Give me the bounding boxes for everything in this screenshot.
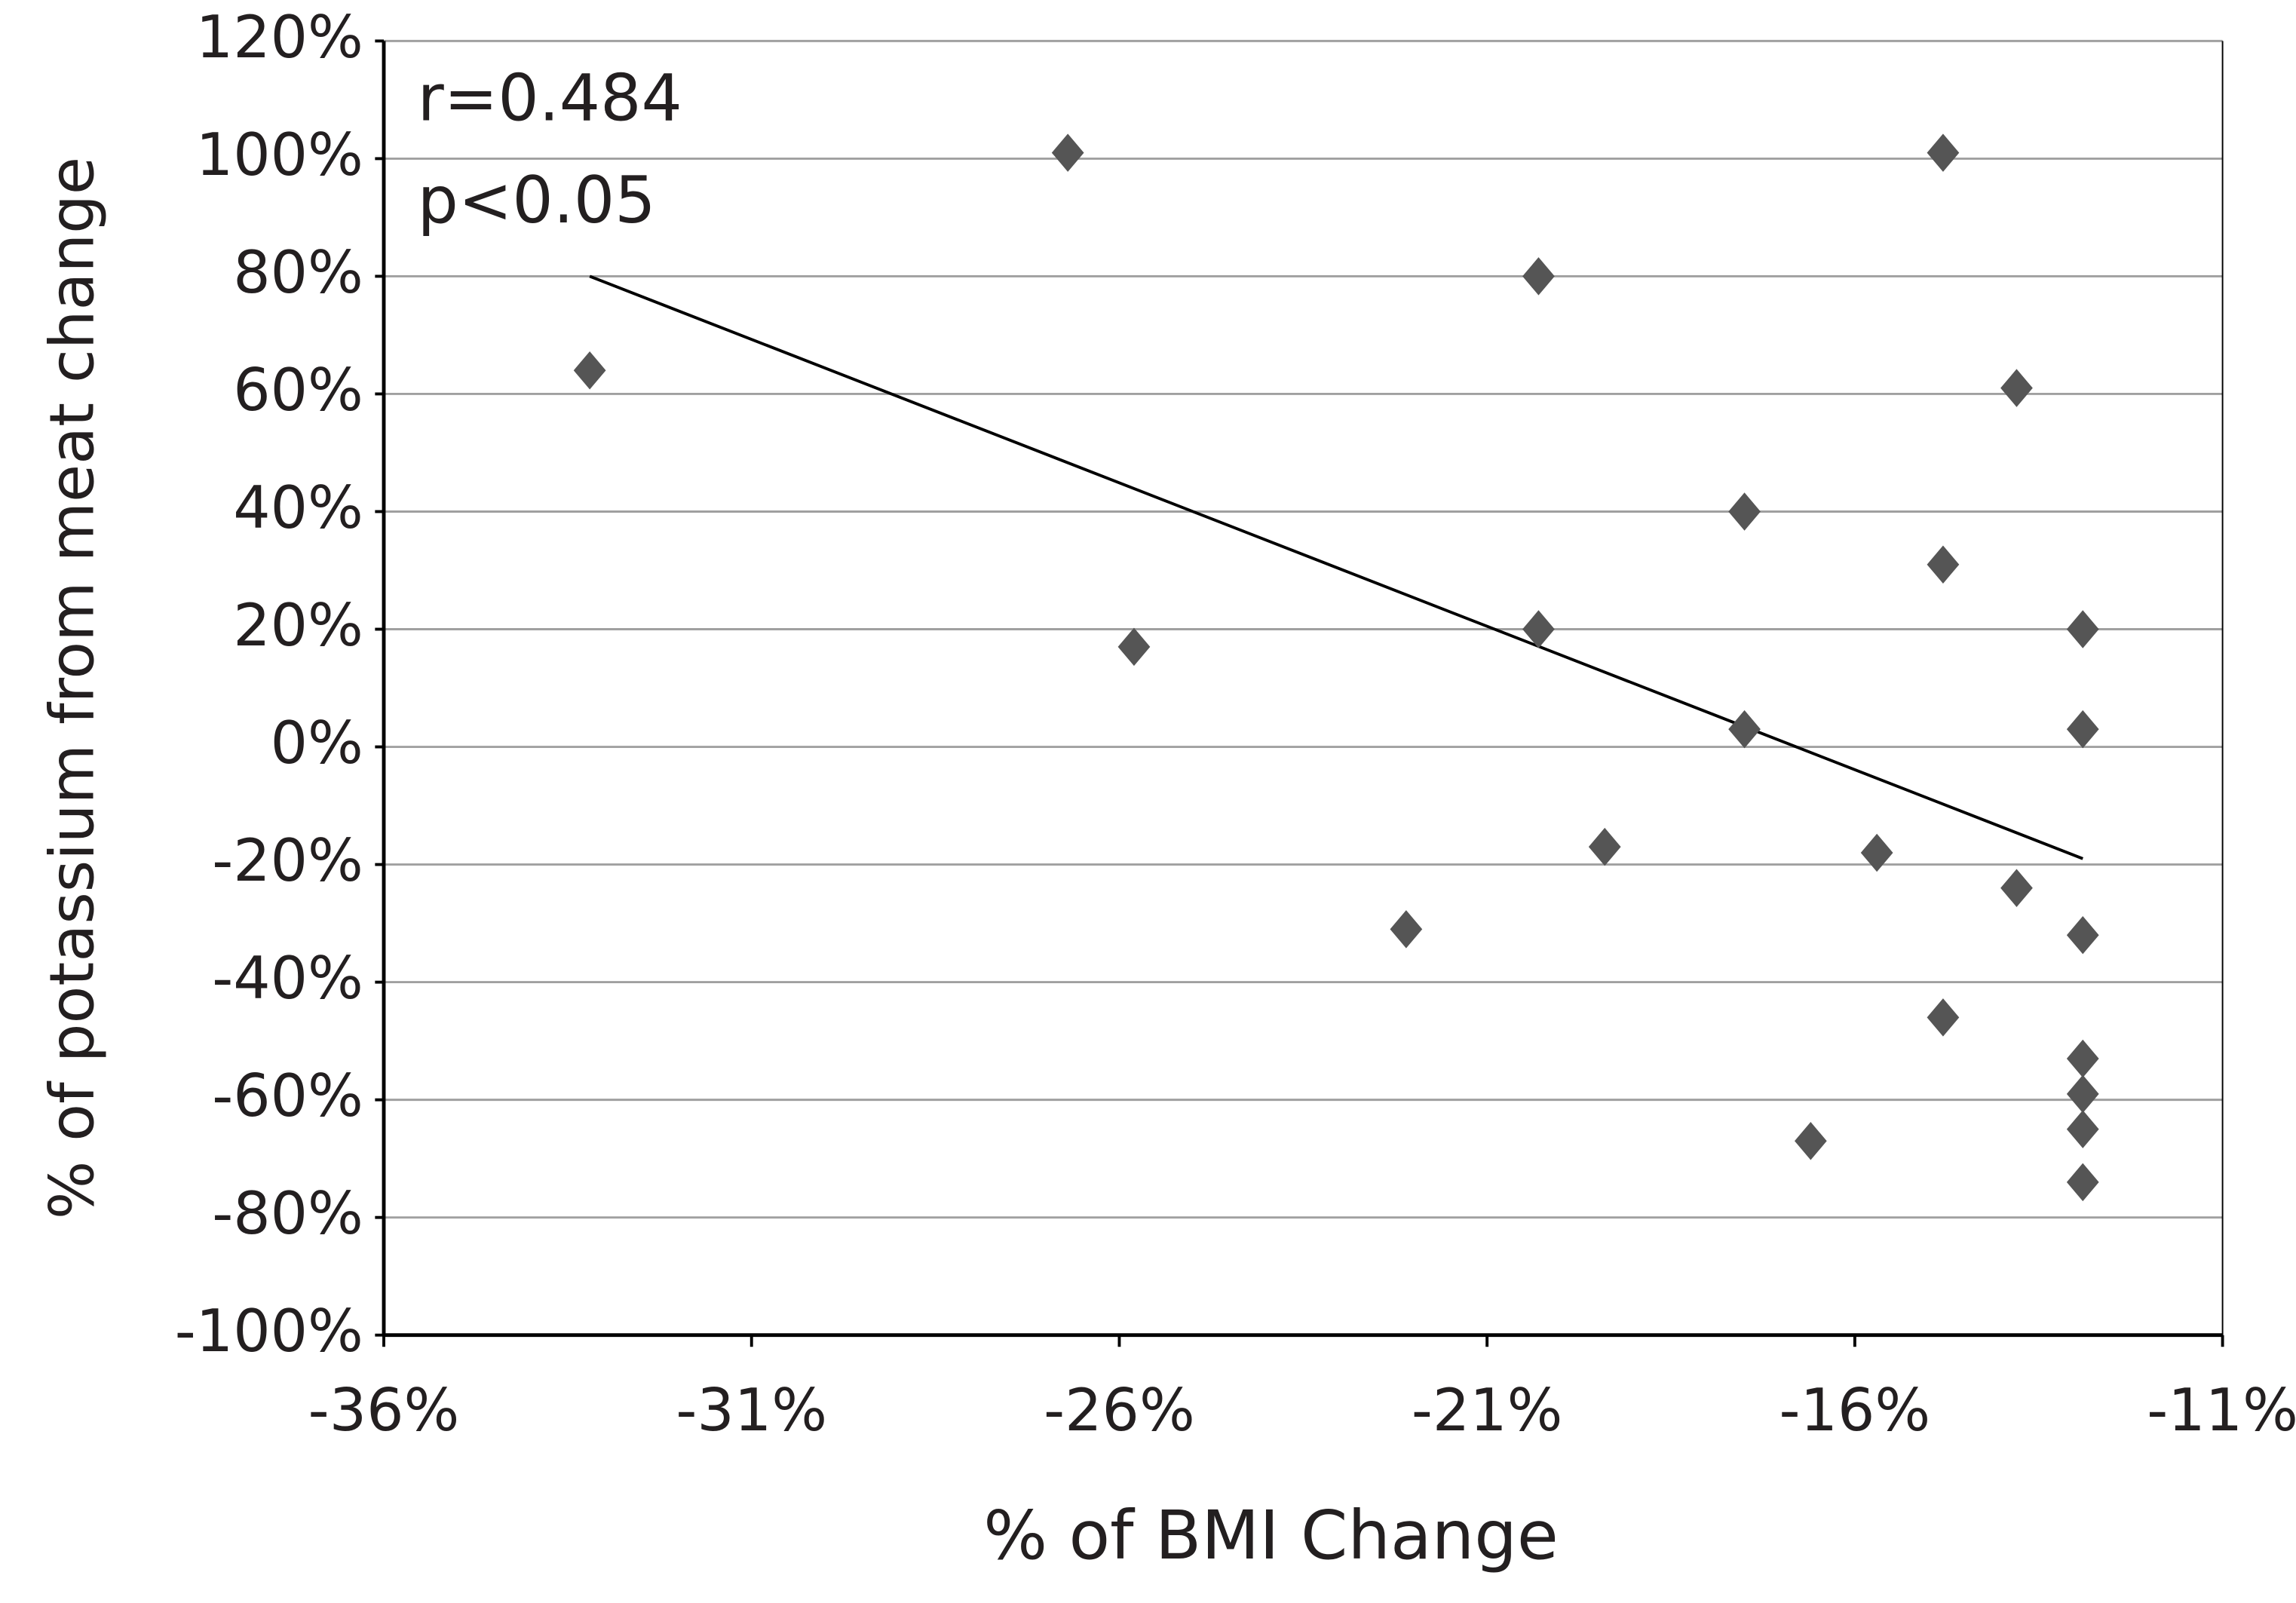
y-tick-label: 20% [233,592,363,660]
point [2066,710,2099,749]
x-tick-label: -31% [676,1377,827,1445]
y-tick-label: -80% [212,1180,363,1248]
y-tick-label: -40% [212,945,363,1013]
point [1728,710,1761,749]
point [1588,827,1621,866]
point [2066,1110,2099,1148]
x-tick-label: -16% [1779,1377,1931,1445]
point [1794,1122,1827,1160]
y-tick-label: 120% [196,4,363,72]
point [2000,369,2033,407]
point [2066,915,2099,955]
point [1522,610,1555,648]
y-tick-label: -100% [175,1298,363,1365]
y-tick-label: 80% [233,239,363,307]
point [1927,133,1960,172]
x-tick-label: -21% [1412,1377,1563,1445]
y-tick-label: 40% [233,474,363,542]
point [2066,1074,2099,1114]
x-tick-label: -36% [308,1377,460,1445]
point [1927,998,1960,1037]
point [1051,133,1084,172]
point [2000,869,2033,908]
annotation: p<0.05 [418,164,656,238]
point [2066,610,2099,648]
point [1390,910,1423,949]
y-tick-label: -60% [212,1062,363,1130]
y-tick-label: 100% [196,121,363,189]
x-tick-label: -11% [2147,1377,2296,1445]
point [1522,257,1555,296]
x-tick-label: -26% [1044,1377,1195,1445]
point [1117,627,1151,667]
point [2066,1039,2099,1078]
y-axis-title: % of potassium from meat change [37,157,109,1219]
y-tick-label: -20% [212,827,363,895]
x-axis-title: % of BMI Change [983,1497,1559,1575]
trend-line [589,274,2083,860]
y-tick-label: 60% [233,357,363,425]
point [1860,833,1893,872]
point [1927,545,1960,584]
point [1728,492,1761,531]
point [573,351,606,390]
annotation: r=0.484 [418,61,682,136]
y-tick-label: 0% [271,710,363,777]
point [2066,1163,2099,1202]
